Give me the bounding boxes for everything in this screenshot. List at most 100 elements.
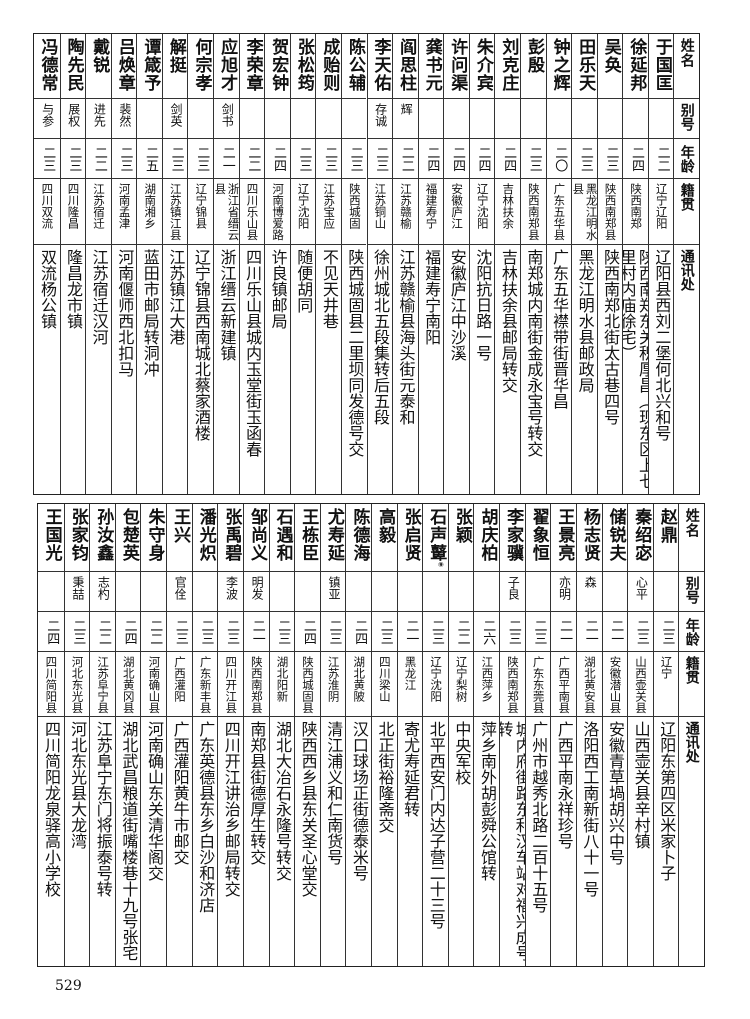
address-text: 江苏宿迁汉河 — [89, 249, 109, 345]
origin-text: 陕西南郑 — [629, 183, 644, 229]
header-age-text: 年龄 — [683, 617, 700, 646]
alias-cell — [623, 98, 648, 138]
address-text: 陕西西乡县东关圣心堂交 — [298, 721, 318, 897]
name-text: 王栋臣 — [298, 508, 319, 562]
name-cell: 石遇和 — [270, 504, 295, 571]
person-column: 储锐夫 二一 安徽潜山县 安徽青草堝胡兴中号 — [601, 504, 628, 968]
alias-cell — [346, 571, 371, 611]
name-cell: 秦绍宓 — [628, 504, 653, 571]
person-column: 田乐天 二三 黑龙江明水县 黑龙江明水县邮政局 — [571, 34, 597, 494]
origin-text: 陕西南郑县 — [505, 656, 520, 714]
alias-cell — [474, 571, 500, 611]
alias-text: 子良 — [506, 576, 521, 600]
address-text: 隆昌龙市镇 — [64, 249, 84, 329]
alias-text: 进先 — [92, 103, 107, 127]
origin-text: 湖北黄陂 — [352, 656, 367, 702]
name-cell: 成贻则 — [316, 34, 341, 98]
origin-text: 广东新丰县 — [198, 656, 213, 714]
name-text: 陶先民 — [63, 38, 84, 92]
origin-cell: 湖北黄陂 — [346, 651, 371, 716]
age-cell: 二一 — [602, 611, 628, 651]
alias-cell: 志杓 — [90, 571, 115, 611]
origin-cell: 四川梁山 — [372, 651, 397, 716]
address-cell: 陕西南郑北街太古巷四号 — [597, 244, 623, 496]
person-column: 张家钧 秉喆 二三 河北东光县 河北东光县大龙湾 — [63, 504, 90, 968]
age-cell: 二一 — [576, 611, 602, 651]
name-cell: 张启贤 — [398, 504, 423, 571]
person-column: 于国匡 二二 辽宁辽阳 辽阳县西刘二堡何北兴和号 — [647, 34, 674, 496]
origin-cell: 江苏宝应 — [316, 178, 341, 244]
age-text: 二二 — [454, 618, 470, 645]
address-cell: 河北东光县大龙湾 — [64, 716, 90, 968]
name-cell: 龚书元 — [419, 34, 444, 98]
origin-text: 湖南湘乡 — [143, 183, 158, 229]
age-cell: 二三 — [167, 611, 192, 651]
address-text: 城内府街路东利汉车站对福兴成号转 — [500, 721, 525, 961]
origin-text: 河南孟津 — [117, 183, 132, 229]
person-column: 张禹碧 李波 二三 四川开江县 四川开江讲治乡邮局转交 — [217, 504, 243, 966]
alias-cell: 存诚 — [367, 98, 393, 138]
alias-text: 秉喆 — [70, 576, 85, 600]
age-cell: 二一 — [397, 611, 423, 651]
age-text: 二四 — [475, 145, 491, 172]
address-cell: 安徽青草堝胡兴中号 — [602, 716, 628, 968]
address-text: 萍乡南外胡彭舜公馆转 — [477, 721, 497, 881]
alias-cell — [648, 98, 674, 138]
age-text: 二四 — [300, 618, 316, 645]
address-cell: 陕西城固县二里坝同发德号交 — [341, 244, 367, 496]
origin-cell: 四川隆昌 — [60, 178, 86, 244]
origin-cell: 广西平南县 — [551, 651, 576, 716]
person-column: 杨志贤森二一 湖北黄安县 洛阳西工南新街八十一号 — [575, 504, 602, 968]
alias-cell: 官佺 — [167, 571, 192, 611]
origin-cell: 辽宁沈阳 — [423, 651, 448, 716]
person-column: 石遇和 二三 湖北阳新 湖北大冶石永隆号转交 — [268, 504, 295, 966]
name-text: 潘光炽 — [195, 508, 216, 562]
alias-cell — [269, 571, 295, 611]
age-cell: 二二 — [448, 611, 474, 651]
address-text: 广西灌阳黄牛市邮交 — [170, 721, 190, 865]
age-text: 二三 — [275, 618, 291, 645]
person-column: 吴奂 二三 陕西南郑县 陕西南郑北街太古巷四号 — [596, 34, 623, 496]
name-text: 尤寿延 — [323, 508, 344, 562]
name-text: 张启贤 — [400, 508, 421, 562]
alias-cell: 辉 — [393, 98, 418, 138]
origin-text: 吉林扶余 — [501, 183, 516, 229]
alias-cell — [115, 571, 141, 611]
address-text: 不见天井巷 — [319, 249, 339, 329]
address-cell: 辽阳县西刘二堡何北兴和号 — [648, 244, 674, 496]
address-text: 陕西城固县二里坝同发德号交 — [345, 249, 365, 457]
origin-text: 安徽庐江 — [450, 183, 465, 229]
address-cell: 寄尤寿延君转 — [397, 716, 423, 968]
age-text: 二五 — [143, 145, 159, 172]
alias-text: 心平 — [634, 576, 649, 600]
alias-text: 剑书 — [220, 103, 235, 127]
address-cell: 湖北武昌粮道街嘴楼巷十九号张宅 — [115, 716, 141, 968]
address-text: 沈阳抗日路一号 — [473, 249, 493, 361]
alias-cell — [418, 98, 444, 138]
address-cell: 洛阳西工南新街八十一号 — [576, 716, 602, 968]
age-cell: 二三 — [34, 138, 60, 178]
address-cell: 黑龙江明水县邮政局 — [572, 244, 597, 496]
age-cell: 二四 — [418, 138, 444, 178]
name-cell: 解挺 — [163, 34, 188, 98]
address-text: 汉口球场正街德泰米号 — [349, 721, 369, 881]
age-text: 二三 — [505, 618, 521, 645]
age-cell: 二三 — [192, 611, 218, 651]
origin-cell: 辽宁沈阳 — [469, 178, 495, 244]
address-cell: 吉林扶余县邮局转交 — [495, 244, 520, 496]
alias-cell — [295, 571, 320, 611]
address-cell: 安徽庐江中沙溪 — [444, 244, 469, 496]
address-text: 随便胡同 — [294, 249, 314, 313]
name-cell: 吴奂 — [598, 34, 623, 98]
alias-cell — [265, 98, 290, 138]
address-text: 广西平南永祥珍号 — [554, 721, 574, 849]
address-cell: 沈阳抗日路一号 — [469, 244, 495, 496]
alias-text: 镇亚 — [326, 576, 341, 600]
alias-text: 裴然 — [117, 103, 132, 127]
age-text: 二三 — [40, 145, 56, 172]
age-cell: 二〇 — [546, 138, 572, 178]
name-cell: 刘克庄 — [495, 34, 520, 98]
age-text: 二四 — [121, 618, 137, 645]
age-text: 二三 — [428, 618, 444, 645]
age-cell: 二三 — [64, 611, 90, 651]
